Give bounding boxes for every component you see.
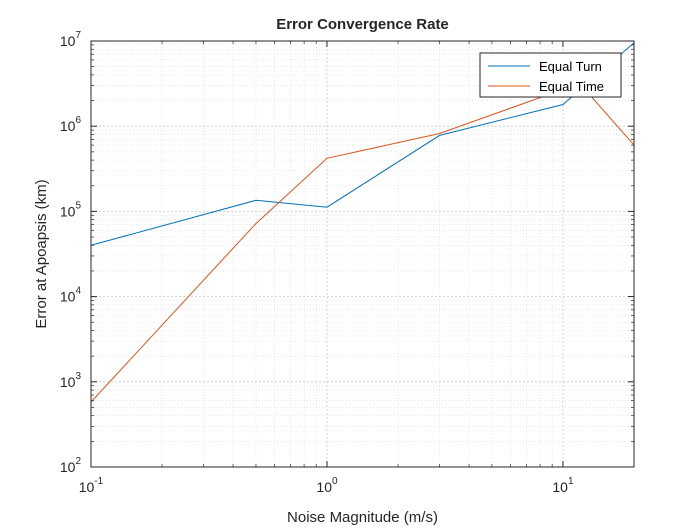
y-tick-exponent: 4 xyxy=(75,286,81,297)
x-tick-base: 10 xyxy=(552,479,568,495)
legend-label-equal-time: Equal Time xyxy=(539,79,604,94)
x-tick-label: 10-1 xyxy=(79,476,104,495)
legend-label-equal-turn: Equal Turn xyxy=(539,59,602,74)
y-tick-label: 104 xyxy=(60,286,82,305)
tick-marks xyxy=(90,40,634,468)
x-tick-labels: 10-1 100 101 xyxy=(79,476,574,495)
y-tick-base: 10 xyxy=(60,459,76,475)
x-axis-label: Noise Magnitude (m/s) xyxy=(287,509,438,525)
major-grid xyxy=(91,41,634,467)
y-tick-base: 10 xyxy=(60,118,76,134)
legend-box xyxy=(479,52,622,98)
y-tick-exponent: 5 xyxy=(75,200,81,211)
y-tick-exponent: 7 xyxy=(75,30,81,41)
axes-box xyxy=(90,40,635,468)
plot-area xyxy=(91,41,634,467)
y-tick-base: 10 xyxy=(60,33,76,49)
y-tick-exponent: 2 xyxy=(75,456,81,467)
y-tick-label: 103 xyxy=(60,371,82,390)
y-tick-exponent: 6 xyxy=(75,115,81,126)
y-tick-label: 106 xyxy=(60,115,82,134)
x-tick-label: 101 xyxy=(552,476,574,495)
y-tick-exponent: 3 xyxy=(75,371,81,382)
x-tick-base: 10 xyxy=(79,479,95,495)
x-tick-exponent: 0 xyxy=(332,476,338,487)
x-tick-base: 10 xyxy=(316,479,332,495)
y-tick-label: 102 xyxy=(60,456,82,475)
y-tick-label: 107 xyxy=(60,30,82,49)
legend: Equal Turn Equal Time xyxy=(479,52,622,98)
x-tick-exponent: 1 xyxy=(568,476,574,487)
chart-title: Error Convergence Rate xyxy=(276,16,449,33)
y-tick-label: 105 xyxy=(60,200,82,219)
y-tick-base: 10 xyxy=(60,289,76,305)
x-tick-label: 100 xyxy=(316,476,338,495)
y-axis-label: Error at Apoapsis (km) xyxy=(33,179,50,328)
minor-grid xyxy=(91,41,634,467)
x-tick-exponent: -1 xyxy=(94,476,103,487)
y-tick-base: 10 xyxy=(60,374,76,390)
y-tick-base: 10 xyxy=(60,203,76,219)
